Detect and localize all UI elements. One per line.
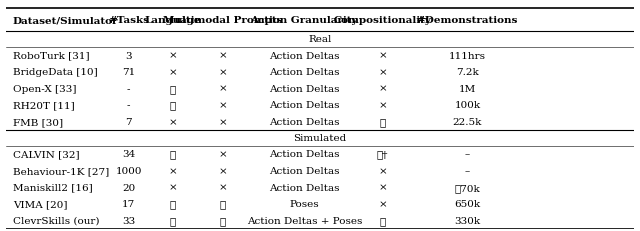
Text: Action Deltas: Action Deltas bbox=[269, 166, 340, 175]
Text: ×: × bbox=[168, 183, 177, 192]
Text: ✓: ✓ bbox=[170, 84, 176, 93]
Text: ×: × bbox=[378, 166, 387, 175]
Text: ×: × bbox=[218, 150, 227, 159]
Text: 7.2k: 7.2k bbox=[456, 68, 479, 77]
Text: 34: 34 bbox=[122, 150, 135, 159]
Text: 20: 20 bbox=[122, 183, 135, 192]
Text: Maniskill2 [16]: Maniskill2 [16] bbox=[13, 183, 92, 192]
Text: ×: × bbox=[378, 101, 387, 110]
Text: ×: × bbox=[218, 166, 227, 175]
Text: Language: Language bbox=[145, 16, 201, 25]
Text: Action Deltas: Action Deltas bbox=[269, 183, 340, 192]
Text: Action Deltas: Action Deltas bbox=[269, 150, 340, 159]
Text: 330k: 330k bbox=[454, 216, 481, 225]
Text: ×: × bbox=[168, 68, 177, 77]
Text: ×: × bbox=[218, 183, 227, 192]
Text: Simulated: Simulated bbox=[293, 134, 347, 143]
Text: ✓: ✓ bbox=[170, 216, 176, 225]
Text: -: - bbox=[127, 84, 131, 93]
Text: 71: 71 bbox=[122, 68, 135, 77]
Text: 1M: 1M bbox=[459, 84, 476, 93]
Text: Action Granularity: Action Granularity bbox=[251, 16, 358, 25]
Text: 33: 33 bbox=[122, 216, 135, 225]
Text: –: – bbox=[465, 150, 470, 159]
Text: BridgeData [10]: BridgeData [10] bbox=[13, 68, 97, 77]
Text: ×: × bbox=[378, 51, 387, 60]
Text: ×: × bbox=[218, 84, 227, 93]
Text: 3: 3 bbox=[125, 51, 132, 60]
Text: Compositionality: Compositionality bbox=[334, 16, 431, 25]
Text: ×: × bbox=[378, 68, 387, 77]
Text: -: - bbox=[127, 101, 131, 110]
Text: 111hrs: 111hrs bbox=[449, 51, 486, 60]
Text: ✓: ✓ bbox=[380, 216, 386, 225]
Text: 7: 7 bbox=[125, 118, 132, 126]
Text: Multimodal Prompts: Multimodal Prompts bbox=[163, 16, 282, 25]
Text: #Tasks: #Tasks bbox=[108, 16, 149, 25]
Text: Action Deltas + Poses: Action Deltas + Poses bbox=[246, 216, 362, 225]
Text: #Demonstrations: #Demonstrations bbox=[417, 16, 518, 25]
Text: ×: × bbox=[378, 199, 387, 208]
Text: ×: × bbox=[168, 51, 177, 60]
Text: ×: × bbox=[218, 118, 227, 126]
Text: Action Deltas: Action Deltas bbox=[269, 84, 340, 93]
Text: ×: × bbox=[168, 118, 177, 126]
Text: Poses: Poses bbox=[289, 199, 319, 208]
Text: 650k: 650k bbox=[454, 199, 481, 208]
Text: ✓: ✓ bbox=[220, 199, 226, 208]
Text: 100k: 100k bbox=[454, 101, 481, 110]
Text: ✓: ✓ bbox=[220, 216, 226, 225]
Text: Action Deltas: Action Deltas bbox=[269, 68, 340, 77]
Text: ×: × bbox=[218, 68, 227, 77]
Text: ×: × bbox=[218, 101, 227, 110]
Text: 1000: 1000 bbox=[115, 166, 142, 175]
Text: Action Deltas: Action Deltas bbox=[269, 101, 340, 110]
Text: –: – bbox=[465, 166, 470, 175]
Text: RoboTurk [31]: RoboTurk [31] bbox=[13, 51, 90, 60]
Text: 17: 17 bbox=[122, 199, 135, 208]
Text: ×: × bbox=[378, 84, 387, 93]
Text: Action Deltas: Action Deltas bbox=[269, 51, 340, 60]
Text: ✓†: ✓† bbox=[377, 150, 388, 159]
Text: FMB [30]: FMB [30] bbox=[13, 118, 63, 126]
Text: 22.5k: 22.5k bbox=[452, 118, 482, 126]
Text: ClevrSkills (our): ClevrSkills (our) bbox=[13, 216, 99, 225]
Text: Behaviour-1K [27]: Behaviour-1K [27] bbox=[13, 166, 109, 175]
Text: Open-X [33]: Open-X [33] bbox=[13, 84, 76, 93]
Text: Real: Real bbox=[308, 35, 332, 44]
Text: ×: × bbox=[168, 166, 177, 175]
Text: ≨70k: ≨70k bbox=[454, 183, 480, 192]
Text: RH20T [11]: RH20T [11] bbox=[13, 101, 74, 110]
Text: ✓: ✓ bbox=[170, 199, 176, 208]
Text: Dataset/Simulator: Dataset/Simulator bbox=[13, 16, 118, 25]
Text: ✓: ✓ bbox=[170, 150, 176, 159]
Text: ×: × bbox=[218, 51, 227, 60]
Text: ✓: ✓ bbox=[170, 101, 176, 110]
Text: ✓: ✓ bbox=[380, 118, 386, 126]
Text: VIMA [20]: VIMA [20] bbox=[13, 199, 67, 208]
Text: ×: × bbox=[378, 183, 387, 192]
Text: Action Deltas: Action Deltas bbox=[269, 118, 340, 126]
Text: CALVIN [32]: CALVIN [32] bbox=[13, 150, 79, 159]
